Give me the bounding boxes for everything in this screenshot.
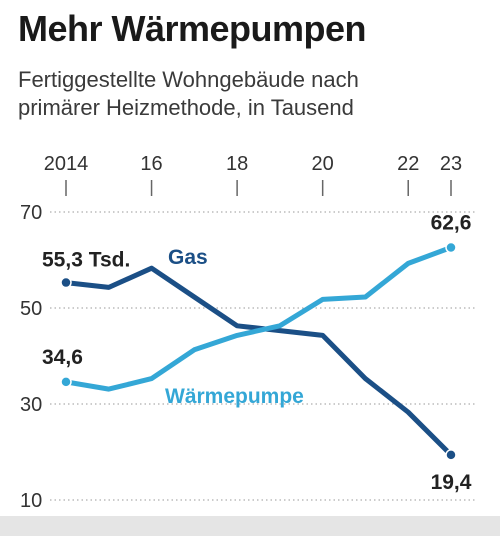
y-tick-label-50: 50 <box>20 298 42 320</box>
subtitle-line-1: Fertiggestellte Wohngebäude nach <box>18 67 359 92</box>
series-label-gas: Gas <box>168 246 208 269</box>
x-tick-label-2016: 16 <box>140 153 162 175</box>
x-tick-label-2018: 18 <box>226 153 248 175</box>
x-tick-label-2023: 23 <box>440 153 462 175</box>
footer-bar <box>0 516 500 536</box>
series-label-heat-pump: Wärmepumpe <box>165 385 304 408</box>
y-tick-label-10: 10 <box>20 490 42 512</box>
series-line-gas <box>63 265 454 458</box>
x-tick-label-2022: 22 <box>397 153 419 175</box>
value-label-gas-2014: 55,3 Tsd. <box>42 249 130 272</box>
subtitle-line-2: primärer Heizmethode, in Tausend <box>18 95 354 120</box>
data-point-heat_pump-2023 <box>445 241 457 254</box>
x-tick-label-2020: 20 <box>312 153 334 175</box>
value-label-heat_pump-2023: 62,6 <box>431 212 472 235</box>
series-line-heat_pump <box>63 245 454 392</box>
value-label-heat_pump-2014: 34,6 <box>42 346 83 369</box>
chart-subtitle: Fertiggestellte Wohngebäude nach primäre… <box>18 66 359 122</box>
chart-title: Mehr Wärmepumpen <box>18 8 367 49</box>
x-tick-label-2014: 2014 <box>44 153 89 175</box>
data-point-heat_pump-2014 <box>60 376 72 388</box>
y-tick-label-30: 30 <box>20 394 42 416</box>
y-tick-label-70: 70 <box>20 202 42 224</box>
data-point-gas-2014 <box>60 276 72 289</box>
data-point-gas-2023 <box>445 449 457 461</box>
value-label-gas-2023: 19,4 <box>431 471 472 494</box>
